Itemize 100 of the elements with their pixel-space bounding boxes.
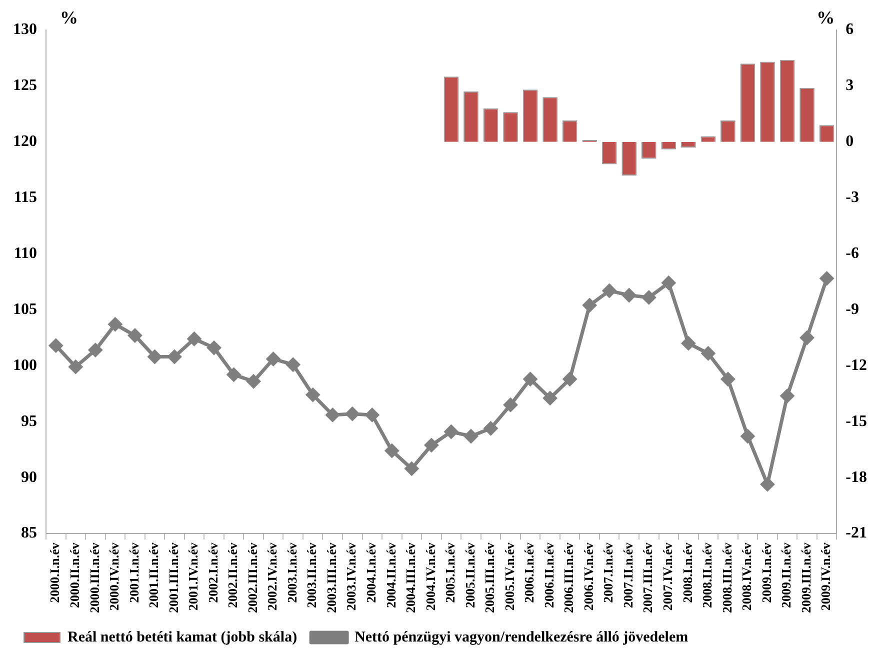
x-tick-label: 2004.III.n.év [403,542,418,614]
point [286,358,300,372]
x-tick-label: 2007.IV.n.év [660,542,676,611]
point [484,422,498,436]
point [740,429,754,443]
y2-tick-label: -21 [846,524,867,542]
point [424,438,438,452]
x-tick-label: 2009.IV.n.év [818,542,834,611]
x-tick-label: 2005.III.n.év [482,542,498,614]
x-tick-label: 2003.IV.n.év [344,542,359,611]
x-tick-label: 2009.II.n.év [778,542,794,608]
point [464,429,478,443]
x-tick-label: 2000.I.n.év [47,542,62,603]
point [701,346,715,360]
y-tick-label: 95 [21,412,37,430]
y-tick-label: 90 [21,468,37,486]
x-tick-label: 2006.IV.n.év [580,542,596,611]
y2-tick-label: 6 [846,21,854,38]
y2-tick-label: 3 [846,77,854,94]
x-tick-label: 2007.I.n.év [600,542,616,603]
point [602,284,616,298]
point [266,352,280,366]
x-tick-label: 2007.III.n.év [640,542,656,614]
x-tick-label: 2008.IV.n.év [739,542,754,611]
point [582,298,596,312]
x-tick-label: 2002.III.n.év [244,542,260,614]
y-tick-label: 105 [13,300,37,318]
y-tick-label: 110 [14,244,37,262]
y2-tick-label: -15 [846,412,867,430]
y2-tick-label: -12 [846,356,867,374]
point [820,272,834,286]
x-tick-label: 2006.I.n.év [522,542,537,603]
x-tick-label: 2006.III.n.év [561,542,576,614]
point [404,462,418,476]
y-axis-title: % [60,8,78,28]
y2-axis-title: % [816,8,835,28]
x-tick-label: 2002.IV.n.év [264,542,280,611]
x-tick-label: 2007.II.n.év [620,542,636,608]
point [306,388,320,402]
y2-tick-label: -18 [846,468,867,486]
x-tick-label: 2001.III.n.év [166,542,181,614]
point [543,391,557,405]
point [188,332,201,346]
x-tick-label: 2000.III.n.év [86,542,102,614]
x-tick-label: 2003.III.n.év [324,542,339,614]
point [524,372,538,386]
point [662,276,676,290]
x-tick-label: 2000.II.n.év [67,542,82,608]
point [385,444,399,458]
x-tick-label: 2009.III.n.év [798,542,814,614]
x-tick-label: 2004.I.n.év [364,542,379,603]
point [780,389,794,403]
x-tick-label: 2006.II.n.év [541,542,556,608]
x-tick-label: 2003.II.n.év [304,542,320,608]
x-tick-label: 2005.IV.n.év [502,542,517,611]
y-tick-label: 120 [13,133,37,150]
y2-tick-label: 0 [846,133,854,150]
x-tick-label: 2002.I.n.év [205,542,220,603]
point [68,360,82,374]
point [168,350,182,364]
point [88,343,102,357]
y-tick-label: 85 [21,524,37,542]
x-tick-label: 2000.IV.n.év [106,542,122,611]
y-tick-label: 100 [13,356,37,374]
point [444,424,458,438]
point [800,330,814,344]
point [207,341,221,355]
point [504,398,518,412]
point [227,368,241,382]
x-tick-label: 2008.II.n.év [700,542,715,608]
x-tick-label: 2005.I.n.év [442,542,458,603]
point [642,290,656,304]
legend-label: Reál nettó betéti kamat (jobb skála) [68,629,298,646]
point [563,372,577,386]
y-tick-label: 130 [13,21,37,38]
point [365,408,379,422]
point [148,350,162,364]
x-tick-label: 2003.I.n.év [284,542,300,603]
point [622,288,636,302]
point [721,372,735,386]
x-tick-label: 2001.I.n.év [126,542,142,603]
point [346,407,360,421]
y2-tick-label: -3 [846,189,859,206]
point [128,328,142,342]
point [108,318,122,332]
point [246,374,260,388]
y2-tick-label: -6 [846,244,859,262]
x-tick-label: 2004.II.n.év [383,542,398,608]
x-tick-label: 2008.I.n.év [680,542,695,603]
x-tick-label: 2004.IV.n.év [422,542,438,611]
x-tick-label: 2009.I.n.év [758,542,774,603]
legend-label: Nettó pénzügyi vagyon/rendelkezésre álló jövedelem [354,629,689,646]
x-tick-label: 2005.II.n.év [462,542,478,608]
y2-tick-label: -9 [846,300,859,318]
y-tick-label: 125 [13,77,37,94]
point [760,478,774,492]
x-tick-label: 2001.II.n.év [146,542,162,608]
point [326,408,340,422]
y-tick-label: 115 [14,189,37,206]
x-tick-label: 2002.II.n.év [225,542,240,608]
